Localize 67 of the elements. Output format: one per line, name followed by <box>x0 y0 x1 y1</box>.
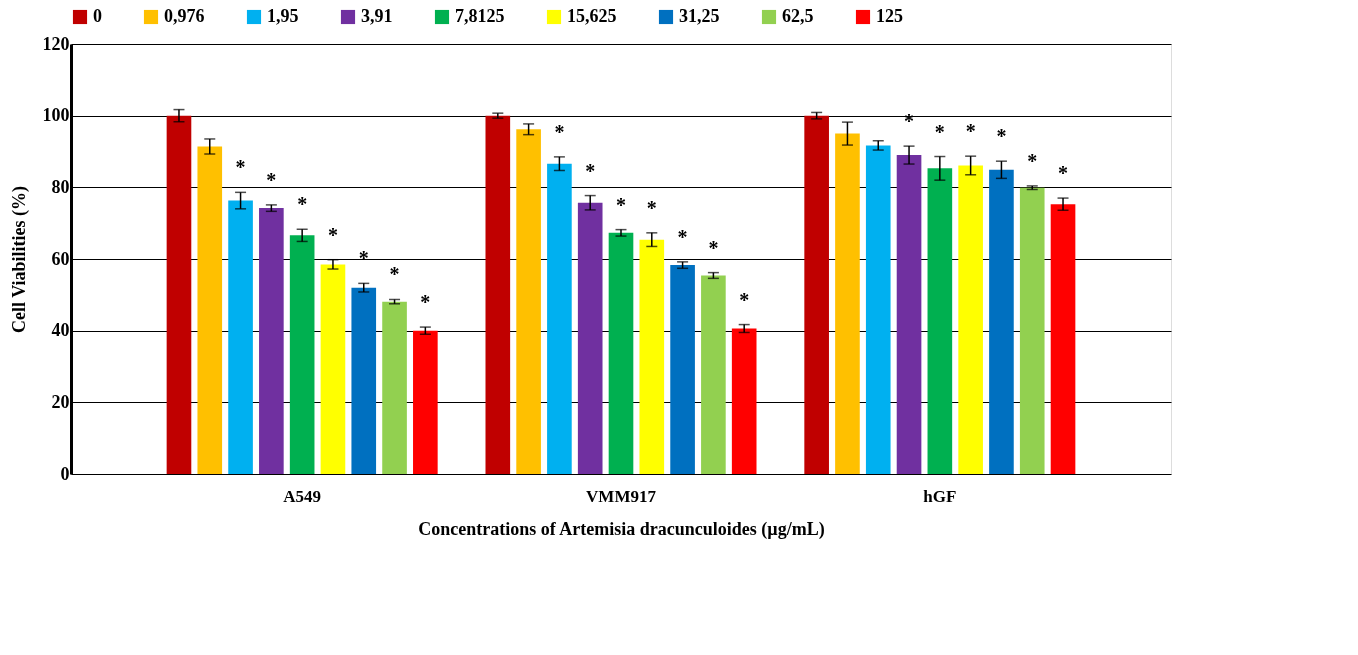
data-label: * <box>996 125 1007 148</box>
legend-label: 0,976 <box>164 6 205 26</box>
bar <box>197 146 223 474</box>
data-label: * <box>646 196 657 219</box>
bar <box>731 328 757 474</box>
bar <box>228 200 253 474</box>
bar <box>289 235 315 474</box>
data-label: * <box>934 120 945 143</box>
data-label: * <box>965 120 976 143</box>
legend-label: 7,8125 <box>455 6 505 26</box>
y-tick-label: 60 <box>51 248 70 269</box>
data-label: * <box>1027 149 1038 172</box>
data-label: * <box>585 159 596 182</box>
x-axis-title: Concentrations of Artemisia dracunculoides (µg/mL) <box>418 518 825 540</box>
bar <box>1019 187 1045 474</box>
bar <box>804 115 829 474</box>
y-tick-label: 20 <box>51 391 70 412</box>
bar <box>927 168 953 474</box>
bar <box>608 232 634 474</box>
bar <box>958 165 983 474</box>
bar <box>896 155 922 474</box>
bar <box>1050 204 1076 474</box>
bar <box>351 287 377 474</box>
bar <box>547 163 572 474</box>
legend-label: 1,95 <box>267 6 299 26</box>
y-axis-title: Cell Viabilities (%) <box>8 186 30 333</box>
legend-label: 15,625 <box>567 6 617 26</box>
data-label: * <box>739 288 750 311</box>
bar <box>835 133 860 474</box>
data-label: * <box>420 291 431 314</box>
data-label: * <box>677 225 688 248</box>
bar <box>382 301 407 474</box>
data-label: * <box>554 120 565 143</box>
bar <box>865 145 891 474</box>
bar <box>166 115 192 474</box>
data-label: * <box>327 223 338 246</box>
legend-label: 125 <box>876 6 903 26</box>
legend-label: 0 <box>93 6 102 26</box>
data-label: * <box>358 247 369 270</box>
y-tick-label: 100 <box>42 105 70 126</box>
y-tick-label: 80 <box>51 176 70 197</box>
legend-label: 31,25 <box>679 6 720 26</box>
bar <box>989 169 1014 474</box>
y-tick-label: 120 <box>42 33 70 54</box>
data-label: * <box>235 156 246 179</box>
data-label: * <box>1058 162 1069 185</box>
x-tick-label: VMM917 <box>586 486 657 506</box>
legend-label: 62,5 <box>782 6 814 26</box>
data-label: * <box>389 263 400 286</box>
x-tick-label: hGF <box>923 486 957 506</box>
bar <box>670 265 695 474</box>
y-tick-label: 0 <box>60 463 70 484</box>
data-label: * <box>708 236 719 259</box>
bar <box>259 208 284 474</box>
y-tick-label: 40 <box>51 320 70 341</box>
x-tick-label: A549 <box>283 486 322 506</box>
bar <box>485 115 511 474</box>
data-label: * <box>616 193 626 216</box>
bar <box>701 275 726 474</box>
data-label: * <box>297 193 308 216</box>
bar <box>577 202 603 474</box>
bar <box>320 264 346 474</box>
data-label: * <box>266 168 277 191</box>
bar <box>516 129 541 474</box>
bar <box>639 239 665 474</box>
bar <box>413 330 438 474</box>
legend-label: 3,91 <box>361 6 393 26</box>
